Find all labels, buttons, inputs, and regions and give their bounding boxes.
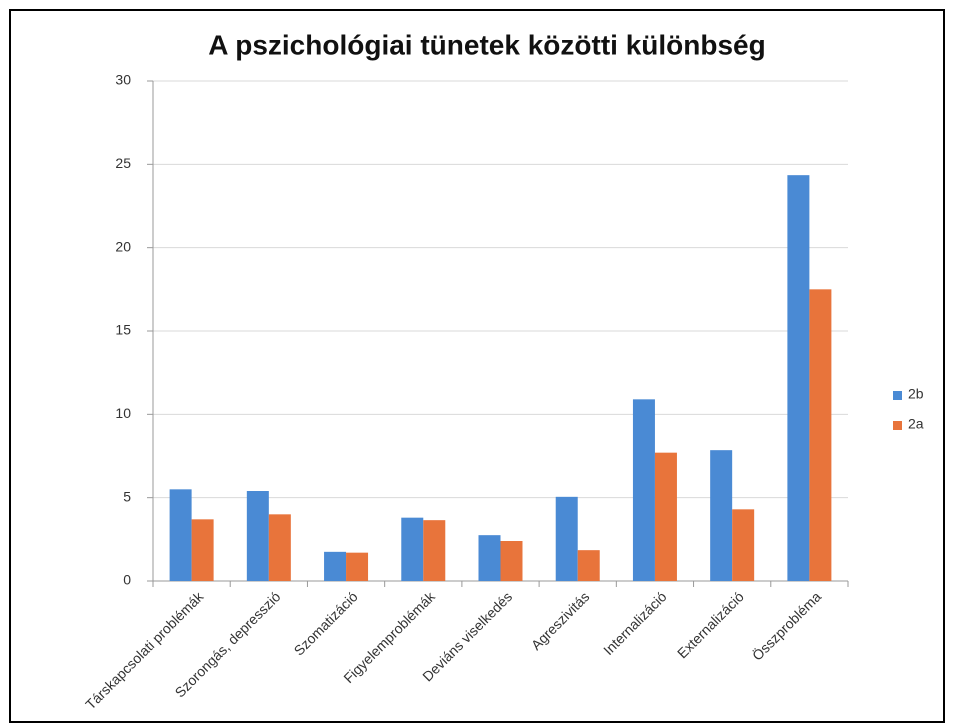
bar — [191, 519, 214, 581]
legend-swatch — [893, 421, 902, 430]
bar — [787, 175, 810, 581]
legend-swatch — [893, 391, 902, 400]
y-tick-label: 25 — [115, 155, 131, 171]
y-tick-label: 30 — [115, 72, 131, 88]
chart-title: A pszichológiai tünetek közötti különbsé… — [208, 29, 765, 60]
bar — [632, 399, 655, 581]
bar — [654, 452, 677, 581]
bar — [809, 289, 832, 581]
legend-label: 2a — [908, 416, 924, 432]
bar — [732, 509, 755, 581]
bar — [346, 552, 369, 581]
y-tick-label: 20 — [115, 238, 131, 254]
bar — [268, 514, 291, 581]
y-tick-label: 10 — [115, 405, 131, 421]
bar — [169, 489, 192, 581]
bar — [555, 496, 578, 581]
bar — [423, 520, 446, 581]
bar — [710, 450, 733, 581]
bar — [324, 551, 347, 581]
bar — [401, 517, 424, 581]
bar — [246, 491, 269, 581]
bar — [478, 535, 501, 581]
y-tick-label: 0 — [123, 572, 131, 588]
legend-label: 2b — [908, 386, 924, 402]
y-tick-label: 5 — [123, 488, 131, 504]
y-tick-label: 15 — [115, 322, 131, 338]
bar — [577, 550, 600, 581]
bar — [500, 541, 523, 581]
